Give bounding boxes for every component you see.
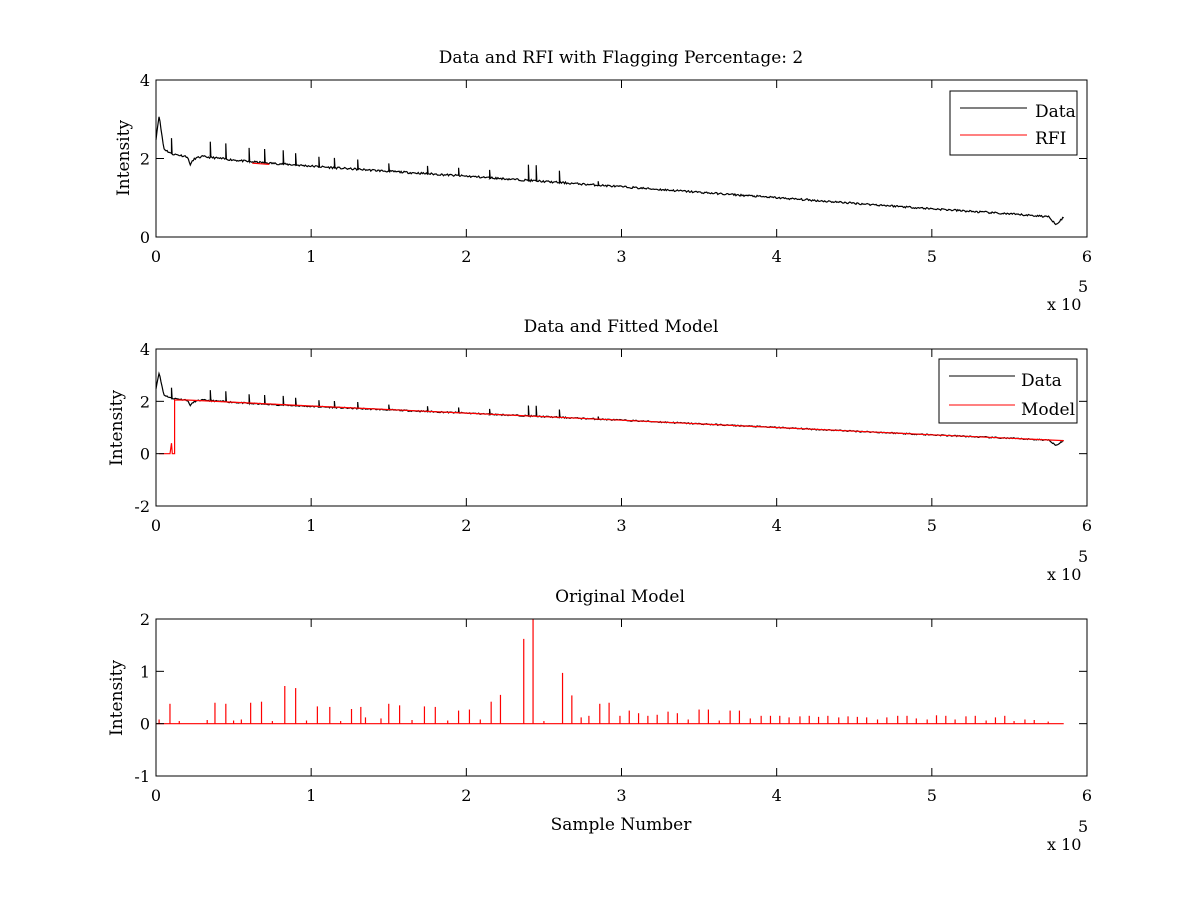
- x-tick-label: 3: [616, 516, 626, 535]
- y-tick-label: -1: [134, 767, 150, 786]
- x-tick-label: 1: [306, 786, 316, 805]
- x-tick-label: 5: [927, 516, 937, 535]
- x-tick-label: 1: [306, 247, 316, 266]
- x-tick-label: 3: [616, 786, 626, 805]
- x-tick-label: 5: [927, 786, 937, 805]
- series-line-rfi: [252, 162, 270, 165]
- panel-title: Original Model: [555, 587, 685, 607]
- y-tick-label: 0: [140, 228, 150, 247]
- legend: Data RFI: [949, 90, 1078, 156]
- x-tick-label: 2: [461, 516, 471, 535]
- series-line-data: [155, 116, 1064, 226]
- legend-label-data: Data: [1021, 371, 1062, 391]
- x-tick-label: 2: [461, 247, 471, 266]
- panel-title: Data and RFI with Flagging Percentage: 2: [439, 48, 803, 68]
- legend-label-rfi: RFI: [1035, 129, 1066, 149]
- y-tick-label: 2: [140, 610, 150, 629]
- y-tick-label: 4: [140, 71, 150, 90]
- x-tick-label: 6: [1082, 516, 1092, 535]
- x-tick-label: 1: [306, 516, 316, 535]
- legend-label-data: Data: [1035, 102, 1076, 122]
- y-tick-label: 2: [140, 150, 150, 169]
- y-tick-label: 0: [140, 715, 150, 734]
- x-tick-label: 5: [927, 247, 937, 266]
- x-tick-label: 0: [151, 786, 161, 805]
- x-tick-label: 4: [772, 516, 782, 535]
- x-axis-label: Sample Number: [551, 815, 693, 835]
- y-tick-label: 0: [140, 445, 150, 464]
- plot-frame: [155, 79, 1088, 238]
- x-tick-label: 2: [461, 786, 471, 805]
- y-axis-label: Intensity: [114, 120, 134, 196]
- x-multiplier-exponent: 5: [1078, 547, 1088, 566]
- x-tick-label: 6: [1082, 786, 1092, 805]
- y-axis-label: Intensity: [107, 390, 127, 466]
- y-tick-label: 1: [140, 662, 150, 681]
- plot-frame: [155, 348, 1088, 507]
- plot-frame: [155, 618, 1088, 777]
- x-tick-label: 3: [616, 247, 626, 266]
- x-multiplier-base: x 10: [1047, 295, 1081, 314]
- legend: Data Model: [938, 358, 1078, 424]
- legend-box: [949, 90, 1078, 156]
- panel-data-and-fitted-model: Data and Fitted Model Intensity 0 1 2 3 4 5 6 -…: [107, 317, 1092, 584]
- series-line-model: [159, 399, 1064, 455]
- legend-label-model: Model: [1021, 400, 1075, 420]
- x-tick-label: 6: [1082, 247, 1092, 266]
- x-multiplier-exponent: 5: [1078, 277, 1088, 296]
- x-tick-label: 4: [772, 247, 782, 266]
- y-tick-label: -2: [134, 497, 150, 516]
- panel-title: Data and Fitted Model: [524, 317, 719, 337]
- x-multiplier-base: x 10: [1047, 565, 1081, 584]
- x-tick-label: 0: [151, 516, 161, 535]
- legend-box: [938, 358, 1078, 424]
- x-tick-label: 0: [151, 247, 161, 266]
- y-axis-label: Intensity: [107, 660, 127, 736]
- x-multiplier-base: x 10: [1047, 835, 1081, 854]
- y-tick-label: 2: [140, 392, 150, 411]
- x-multiplier-exponent: 5: [1078, 817, 1088, 836]
- y-tick-label: 4: [140, 340, 150, 359]
- x-tick-label: 4: [772, 786, 782, 805]
- panel-data-and-rfi: Data and RFI with Flagging Percentage: 2…: [114, 48, 1092, 314]
